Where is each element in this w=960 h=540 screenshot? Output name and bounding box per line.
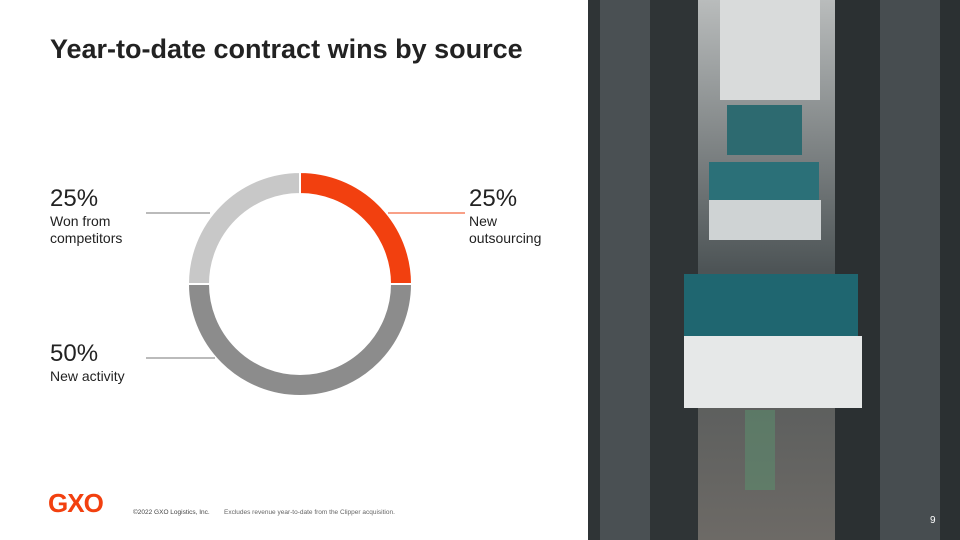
donut-segment: [186, 283, 414, 397]
category-label: Won from competitors: [50, 213, 123, 246]
chart-title: Year-to-date contract wins by source: [50, 34, 523, 64]
footnote: Excludes revenue year-to-date from the C…: [224, 509, 395, 516]
value-label: 25%: [469, 185, 518, 212]
category-label: New activity: [50, 368, 125, 384]
photo: [588, 0, 960, 540]
donut-segment: [186, 170, 301, 285]
segment-label: 25% Won from competitors: [50, 185, 145, 247]
segment-label: 25% New outsourcing: [469, 185, 559, 247]
donut-segment: [299, 170, 414, 285]
value-label: 25%: [50, 185, 99, 212]
segment-label: 50% New activity: [50, 340, 150, 385]
copyright: ©2022 GXO Logistics, Inc.: [133, 509, 210, 516]
category-label: New outsourcing: [469, 213, 542, 246]
logo: GXO: [48, 488, 104, 518]
page-number: 9: [930, 515, 936, 526]
value-label: 50%: [50, 340, 99, 367]
